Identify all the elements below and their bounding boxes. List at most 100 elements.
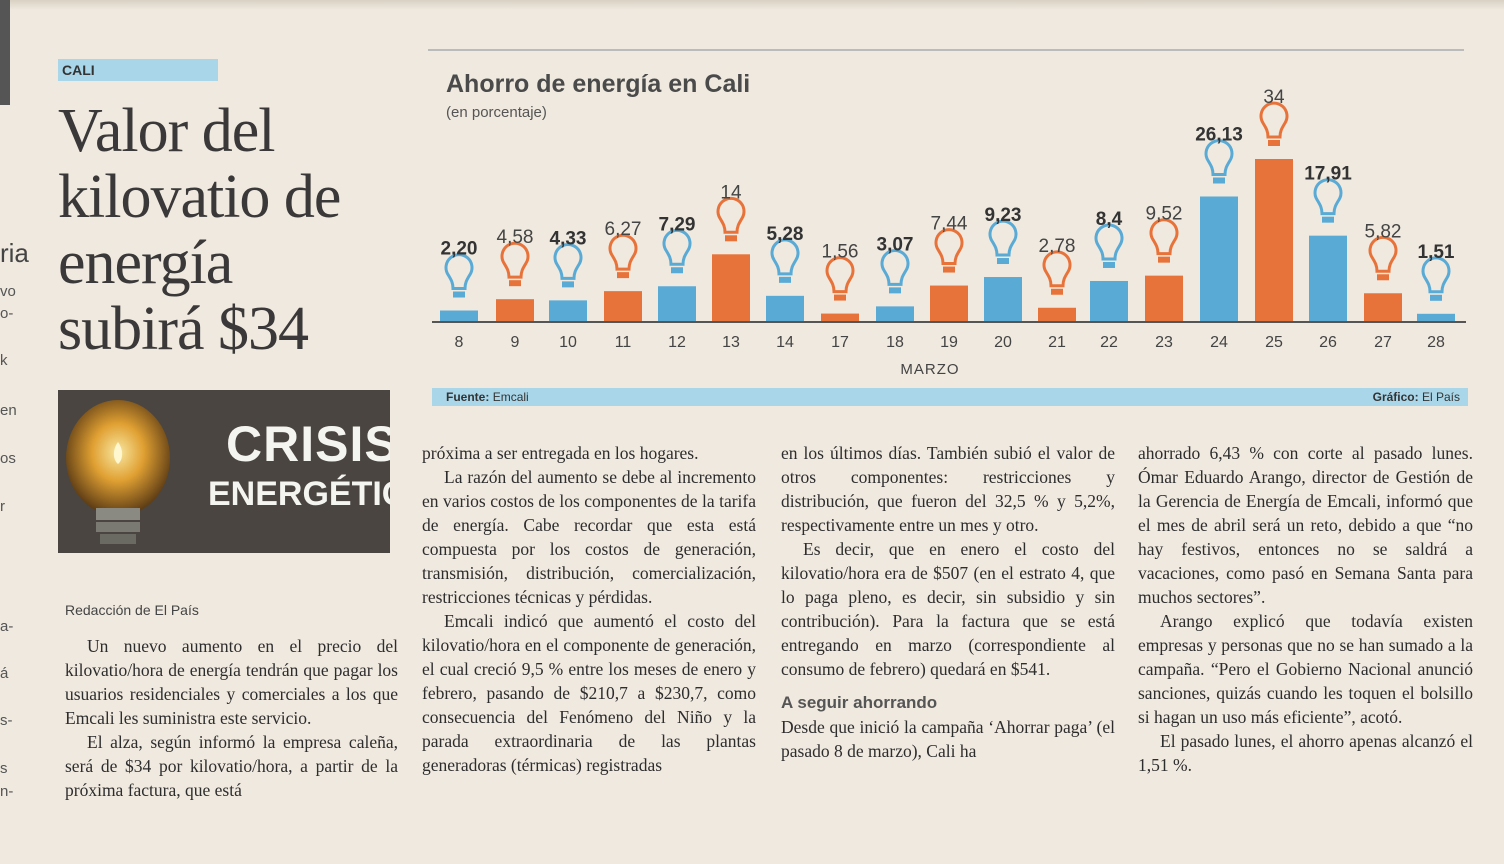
data-label: 9,23: [985, 205, 1022, 226]
bar: [876, 306, 914, 321]
chart-title: Ahorro de energía en Cali: [446, 70, 751, 98]
subheading: A seguir ahorrando: [781, 693, 938, 712]
bar: [984, 277, 1022, 321]
bulb-icon: [716, 196, 746, 242]
edge-fragment: ria: [0, 238, 29, 268]
x-tick-label: 12: [668, 334, 686, 351]
paragraph: próxima a ser entregada en los hogares.: [422, 443, 699, 463]
x-tick-label: 22: [1100, 334, 1118, 351]
data-label: 4,33: [550, 228, 587, 249]
x-axis-label: MARZO: [900, 361, 959, 378]
credit-note: Gráfico: El País: [1373, 390, 1460, 404]
chart-subtitle: (en porcentaje): [446, 104, 547, 121]
x-tick-label: 13: [722, 334, 740, 351]
data-label: 1,51: [1418, 242, 1455, 263]
bar: [1417, 313, 1455, 321]
x-tick-label: 26: [1319, 334, 1337, 351]
x-tick-label: 11: [615, 334, 632, 351]
data-label: 26,13: [1195, 124, 1243, 145]
source-note: Fuente: Emcali: [446, 390, 529, 404]
bar: [1145, 275, 1183, 321]
credit-label: Gráfico:: [1372, 390, 1419, 404]
bulb-icon: [1204, 139, 1234, 184]
bulb-icon: [553, 243, 583, 288]
x-tick-label: 28: [1427, 334, 1445, 351]
bar: [496, 299, 534, 321]
data-label: 7,29: [659, 214, 696, 235]
edge-fragment: á: [0, 665, 9, 682]
crisis-line1: CRISIS: [226, 416, 390, 472]
chart-top-rule: [428, 49, 1464, 51]
bulb-icon: [1313, 178, 1343, 223]
lightbulb-icon: [66, 400, 170, 544]
data-label: 14: [720, 182, 742, 203]
article-column-4: ahorrado 6,43 % con corte al pasado lune…: [1138, 441, 1473, 777]
bar: [440, 310, 478, 321]
bar: [658, 286, 696, 321]
bar: [604, 291, 642, 321]
data-label: 2,20: [441, 239, 478, 260]
paragraph: Arango explicó que todavía existen empre…: [1138, 611, 1473, 727]
bulb-icon: [988, 219, 1018, 265]
x-tick-label: 23: [1155, 334, 1173, 351]
paragraph: Un nuevo aumento en el precio del kilova…: [65, 636, 398, 728]
energy-savings-chart: 2,20 8 4,58 9 4,33 10 6,27 11 7,29 12 14 13 5,28 14 1,…: [432, 87, 1466, 378]
edge-fragment: s-: [0, 712, 13, 729]
headline: Valor del kilovatio de energía subirá $3…: [58, 97, 341, 363]
byline: Redacción de El País: [65, 602, 199, 618]
bulb-icon: [880, 249, 910, 294]
data-label: 3,07: [877, 234, 914, 255]
data-label: 4,58: [497, 227, 534, 248]
adjacent-page-edge: [0, 0, 10, 105]
crisis-line2: ENERGÉTICA: [208, 475, 390, 513]
section-tag: CALI: [58, 59, 218, 81]
source-bar: Fuente: Emcali Gráfico: El País: [432, 388, 1468, 406]
bulb-icon: [1094, 223, 1124, 268]
bar: [1038, 307, 1076, 321]
data-label: 34: [1263, 87, 1285, 108]
crisis-banner: CRISIS ENERGÉTICA: [58, 390, 390, 553]
bulb-icon: [1149, 218, 1179, 263]
data-label: 17,91: [1304, 164, 1352, 185]
edge-fragment: s: [0, 760, 8, 777]
article-column-2: próxima a ser entregada en los hogares. …: [422, 441, 756, 777]
paragraph: Emcali indicó que aumentó el costo del k…: [422, 611, 756, 775]
bulb-icon: [608, 233, 638, 279]
bar: [1309, 235, 1347, 321]
page-top-strip: [0, 0, 1504, 10]
bar: [1364, 293, 1402, 321]
edge-fragment: r: [0, 498, 5, 515]
edge-fragment: os: [0, 450, 16, 467]
bulb-icon: [1042, 250, 1072, 295]
data-label: 9,52: [1146, 204, 1183, 225]
credit-value: El País: [1421, 390, 1460, 404]
bar: [1255, 159, 1293, 321]
bulb-icon: [1421, 256, 1451, 301]
paragraph: ahorrado 6,43 % con corte al pasado lune…: [1138, 443, 1473, 607]
x-tick-label: 10: [559, 334, 577, 351]
data-label: 7,44: [931, 214, 968, 235]
edge-fragment: en: [0, 402, 17, 419]
bar: [930, 285, 968, 321]
data-label: 5,28: [767, 224, 804, 245]
x-tick-label: 24: [1210, 334, 1228, 351]
bulb-icon: [825, 256, 855, 301]
bulb-icon: [770, 238, 800, 283]
paragraph: Desde que inició la campaña ‘Ahorrar pag…: [781, 717, 1115, 761]
bar: [1090, 280, 1128, 321]
bar: [712, 254, 750, 321]
edge-fragment: vo: [0, 283, 16, 300]
data-label: 1,56: [822, 242, 859, 263]
article-column-3: en los últimos días. También subió el va…: [781, 441, 1115, 763]
paragraph: Es decir, que en enero el costo del kilo…: [781, 539, 1115, 679]
bar: [1200, 196, 1238, 321]
bar: [549, 300, 587, 321]
data-label: 8,4: [1096, 209, 1123, 230]
data-label: 6,27: [605, 219, 642, 240]
edge-fragment: a-: [0, 618, 14, 635]
x-tick-label: 25: [1265, 334, 1283, 351]
x-tick-label: 8: [455, 334, 464, 351]
bulb-icon: [934, 228, 964, 273]
x-tick-label: 19: [940, 334, 958, 351]
paragraph: El pasado lunes, el ahorro apenas alcanz…: [1138, 731, 1473, 775]
